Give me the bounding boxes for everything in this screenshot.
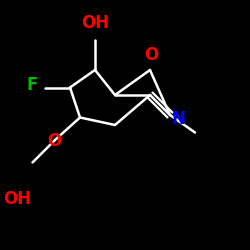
Text: O: O <box>46 132 61 150</box>
Text: N: N <box>171 110 185 128</box>
Text: OH: OH <box>81 14 109 32</box>
Text: O: O <box>144 46 158 64</box>
Text: OH: OH <box>4 190 32 208</box>
Text: F: F <box>27 76 38 94</box>
